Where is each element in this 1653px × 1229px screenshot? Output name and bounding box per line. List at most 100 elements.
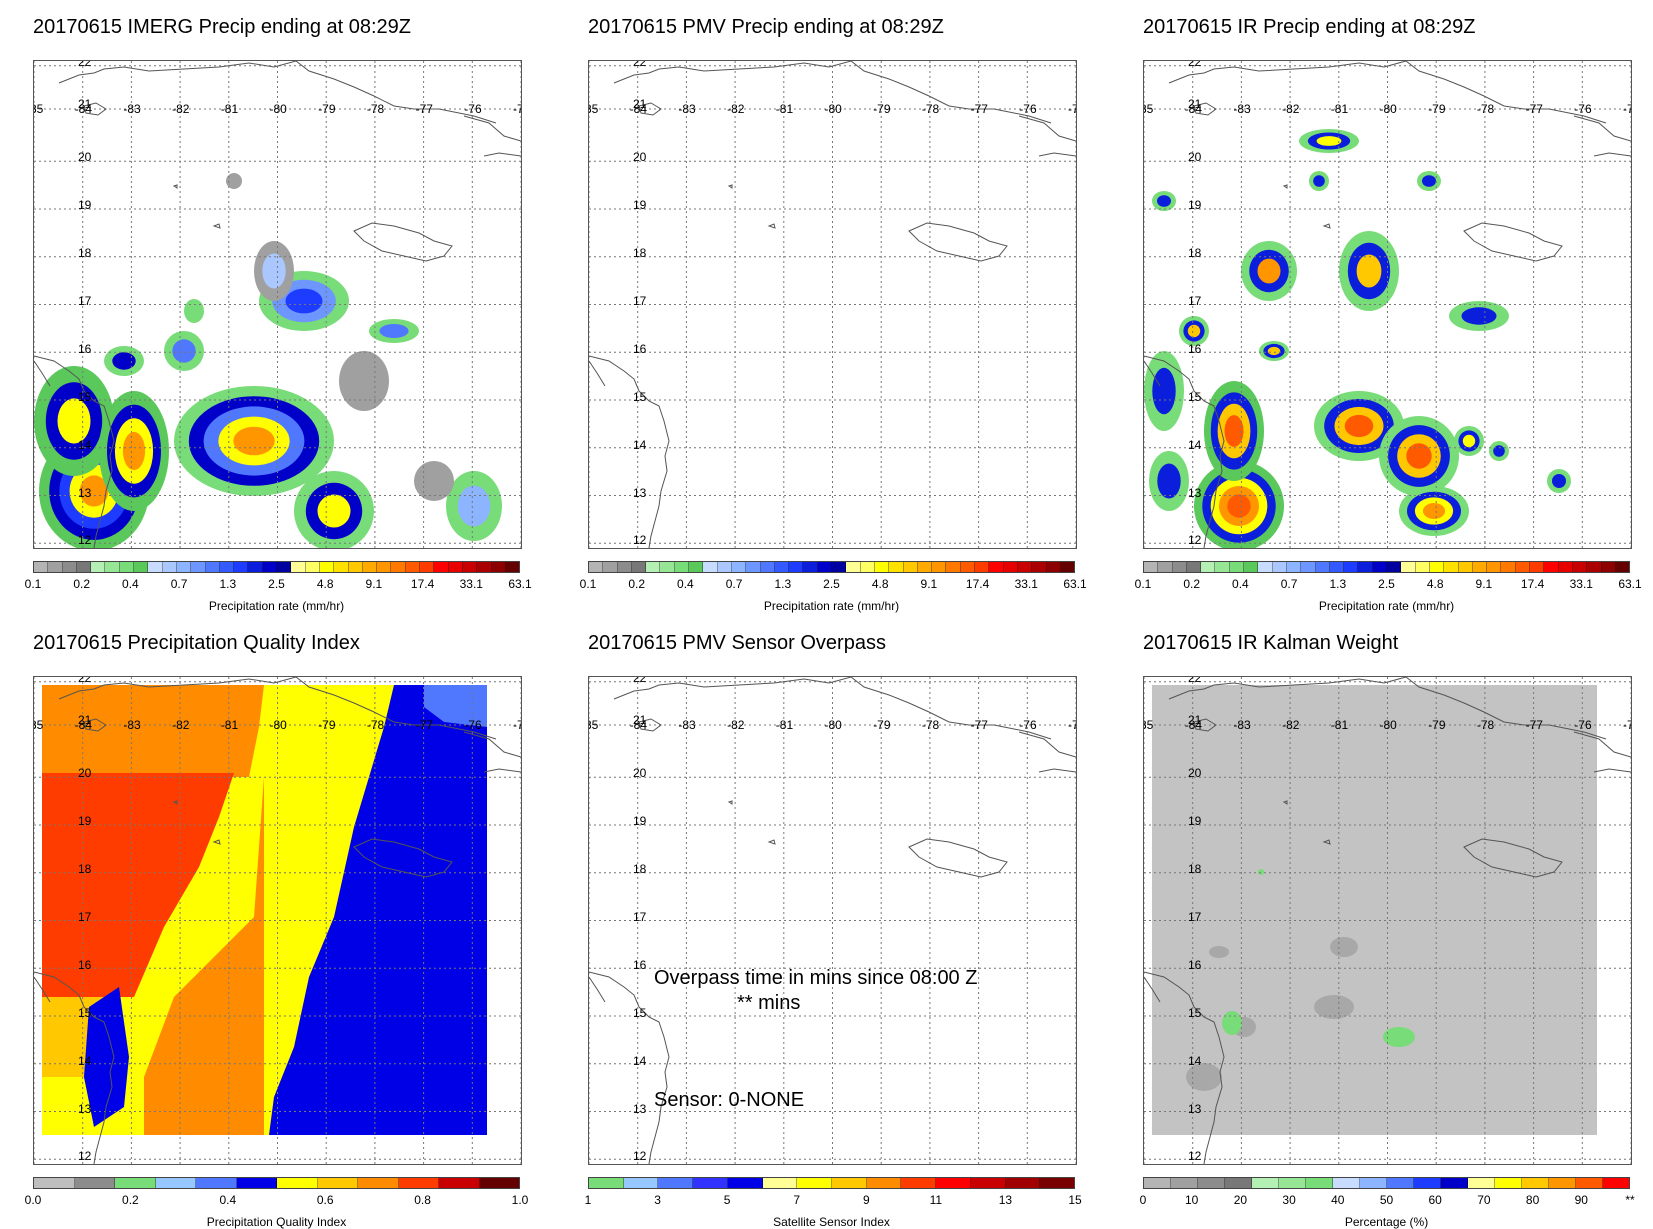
map-panel-imerg: -85-84-83-82-81-80-79-78-77-76-752221201… (33, 60, 522, 549)
colorbar-swatch (1004, 562, 1018, 572)
colorbar-swatch (248, 562, 262, 572)
colorbar-swatch (761, 562, 775, 572)
lat-label: 12 (78, 534, 91, 546)
colorbar-swatch (618, 562, 632, 572)
colorbar-title: Percentage (%) (1143, 1215, 1630, 1229)
map-overlay (1144, 677, 1631, 1164)
lon-label: -82 (727, 103, 744, 115)
colorbar-tick-label: 0.7 (726, 577, 743, 591)
lon-label: -75 (513, 103, 522, 115)
colorbar-tick-label: 0.2 (628, 577, 645, 591)
colorbar-swatch (420, 562, 434, 572)
coastline (1144, 977, 1160, 1002)
lon-label: -85 (588, 103, 598, 115)
colorbar-tick-label: 0.4 (219, 1193, 236, 1207)
coastline (729, 801, 732, 804)
colorbar-swatch (803, 562, 817, 572)
lon-label: -79 (873, 103, 890, 115)
map-panel-pmv: -85-84-83-82-81-80-79-78-77-76-752221201… (588, 60, 1077, 549)
colorbar-swatch (660, 562, 674, 572)
coastline (1169, 61, 1406, 83)
colorbar-swatch (975, 562, 989, 572)
lat-label: 14 (633, 1055, 646, 1067)
colorbar-tick-label: 60 (1429, 1193, 1442, 1207)
lon-label: -81 (1331, 719, 1348, 731)
coastline (1039, 153, 1076, 156)
colorbar-swatch (746, 562, 760, 572)
lon-label: -78 (1477, 719, 1494, 731)
lon-label: -77 (1526, 103, 1543, 115)
colorbar-swatch (946, 562, 960, 572)
colorbar-swatch (220, 562, 234, 572)
lat-label: 22 (78, 676, 91, 684)
lon-label: -85 (33, 103, 43, 115)
lon-label: -83 (678, 103, 695, 115)
colorbar-swatch (48, 562, 62, 572)
lat-label: 20 (78, 767, 91, 779)
coastline (1594, 153, 1631, 156)
colorbar-swatch (105, 562, 119, 572)
colorbar-swatch (1468, 1178, 1495, 1188)
colorbar-tick-label: 5 (724, 1193, 731, 1207)
lon-label: -79 (1428, 103, 1445, 115)
colorbar-tick-label: 70 (1477, 1193, 1490, 1207)
lat-label: 21 (1188, 714, 1201, 726)
panel-title: 20170615 PMV Precip ending at 08:29Z (588, 16, 944, 39)
map-panel-pqi: -85-84-83-82-81-80-79-78-77-76-752221201… (33, 676, 522, 1165)
lat-label: 12 (633, 534, 646, 546)
colorbar-swatch (391, 562, 405, 572)
lat-label: 21 (78, 98, 91, 110)
colorbar-swatch (797, 1178, 832, 1188)
colorbar-swatch (1387, 1178, 1414, 1188)
colorbar-swatch (263, 562, 277, 572)
colorbar-swatch (718, 562, 732, 572)
panel-title: 20170615 IR Precip ending at 08:29Z (1143, 16, 1475, 39)
colorbar (588, 561, 1075, 573)
colorbar-tick-label: 0.4 (677, 577, 694, 591)
coastline (1144, 361, 1160, 386)
lon-label: -76 (1019, 103, 1036, 115)
colorbar-swatch (675, 562, 689, 572)
colorbar-swatch (1301, 562, 1315, 572)
colorbar-swatch (818, 562, 832, 572)
colorbar-swatch (1358, 562, 1372, 572)
lon-label: -83 (1233, 103, 1250, 115)
lat-label: 15 (633, 1007, 646, 1019)
colorbar-swatch (463, 562, 477, 572)
colorbar-swatch (1201, 562, 1215, 572)
lon-label: -76 (464, 103, 481, 115)
colorbar-swatch (658, 1178, 693, 1188)
colorbar-swatch (624, 1178, 659, 1188)
lon-label: -77 (416, 103, 433, 115)
lon-label: -83 (678, 719, 695, 731)
colorbar-swatch (918, 562, 932, 572)
lat-label: 19 (1188, 199, 1201, 211)
lat-label: 16 (78, 959, 91, 971)
lat-label: 16 (633, 343, 646, 355)
lon-label: -77 (971, 719, 988, 731)
colorbar (33, 1177, 520, 1189)
coastline (614, 677, 851, 699)
colorbar-tick-label: 0.7 (1281, 577, 1298, 591)
lat-label: 14 (78, 439, 91, 451)
colorbar-title: Precipitation Quality Index (33, 1215, 520, 1229)
coastline (354, 839, 452, 877)
colorbar-swatch (177, 562, 191, 572)
coastline (1594, 769, 1631, 772)
map-overlay (34, 677, 521, 1164)
lat-label: 17 (633, 911, 646, 923)
lat-label: 18 (1188, 247, 1201, 259)
coastline (1169, 677, 1406, 699)
lon-label: -78 (367, 719, 384, 731)
coastline (59, 61, 296, 83)
colorbar-tick-label: 63.1 (508, 577, 531, 591)
lat-label: 22 (633, 60, 646, 68)
lat-label: 15 (78, 1007, 91, 1019)
coastline (1144, 356, 1224, 548)
colorbar (33, 561, 520, 573)
lat-label: 21 (78, 714, 91, 726)
map-panel-kalman: -85 -84 -83 -82 -81 -80 -79 -78 -77 -76 -75 22 21 20 1… (1143, 676, 1632, 1165)
colorbar-swatch (846, 562, 860, 572)
colorbar-swatch (492, 562, 506, 572)
coastline (214, 840, 220, 844)
